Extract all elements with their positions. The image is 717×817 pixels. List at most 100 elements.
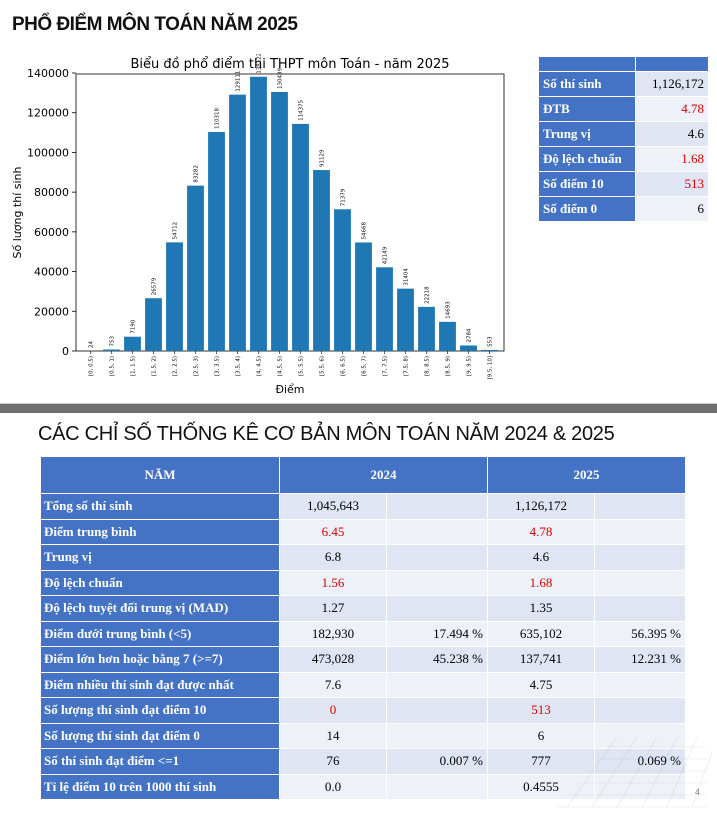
- x-tick-label: [1.5, 2): [152, 356, 158, 376]
- data-label: 110318: [215, 107, 221, 128]
- x-tick-label: [7, 7.5): [383, 356, 389, 376]
- percent-2025: [595, 774, 685, 799]
- stats-header-cell: [636, 57, 708, 71]
- stats-row: Trung vị 4.6: [539, 122, 708, 146]
- percent-2025: [595, 519, 685, 544]
- header-2025: 2025: [488, 457, 685, 493]
- percent-2025: [595, 672, 685, 697]
- value-2025: 635,102: [488, 621, 594, 646]
- y-tick-label: 20000: [34, 305, 69, 318]
- x-tick-label: [8, 8.5): [425, 356, 431, 376]
- y-tick-label: 140000: [27, 67, 69, 80]
- bar: [355, 242, 372, 351]
- bar: [250, 76, 267, 352]
- bar: [439, 321, 456, 351]
- y-tick-label: 40000: [34, 266, 69, 279]
- bar: [124, 336, 141, 351]
- y-tick-label: 120000: [27, 107, 69, 120]
- data-label: 26579: [152, 277, 158, 295]
- decorative-grid: [557, 736, 713, 808]
- bar: [397, 288, 414, 351]
- x-tick-label: [4, 4.5): [257, 356, 263, 376]
- table-row: Tổng số thí sinh 1,045,643 1,126,172: [41, 494, 685, 519]
- stats-label: Số điểm 10: [539, 172, 635, 196]
- x-tick-label: [6, 6.5): [341, 356, 347, 376]
- value-2024: 1,045,643: [280, 494, 386, 519]
- row-label: Độ lệch chuẩn: [41, 570, 279, 595]
- data-label: 14693: [446, 301, 452, 319]
- header-year: NĂM: [41, 457, 279, 493]
- data-label: 129111: [236, 71, 242, 92]
- stats-value: 1.68: [636, 147, 708, 171]
- row-label: Điểm lớn hơn hoặc bằng 7 (>=7): [41, 647, 279, 672]
- value-2024: 76: [280, 749, 386, 774]
- data-label: 7190: [131, 319, 137, 333]
- data-label: 2784: [467, 328, 473, 342]
- stats-label: ĐTB: [539, 97, 635, 121]
- slide-title: CÁC CHỈ SỐ THỐNG KÊ CƠ BẢN MÔN TOÁN NĂM …: [38, 423, 615, 445]
- data-label: 83282: [194, 165, 200, 183]
- value-2024: 1.27: [280, 596, 386, 621]
- y-tick-label: 60000: [34, 226, 69, 239]
- x-tick-label: [7.5, 8): [404, 356, 410, 376]
- x-tick-label: [5, 5.5): [299, 356, 305, 376]
- bar: [229, 94, 246, 351]
- table-row: Trung vị 6.8 4.6: [41, 545, 685, 570]
- value-2025: 4.78: [488, 519, 594, 544]
- slide-title: PHỔ ĐIỂM MÔN TOÁN NĂM 2025: [12, 14, 298, 35]
- value-2025: 1.68: [488, 570, 594, 595]
- x-tick-label: [9.5, 10]: [488, 356, 494, 380]
- stats-label: Trung vị: [539, 122, 635, 146]
- x-tick-label: [3.5, 4): [236, 356, 242, 376]
- row-label: Số lượng thí sinh đạt điểm 10: [41, 698, 279, 723]
- stats-row: Số điểm 10 513: [539, 172, 708, 196]
- data-label: 22218: [425, 286, 431, 304]
- value-2025: 1.35: [488, 596, 594, 621]
- bar: [460, 345, 477, 351]
- data-label: 71379: [341, 188, 347, 206]
- percent-2024: 17.494 %: [387, 621, 487, 646]
- bar: [313, 170, 330, 351]
- table-row: Tỉ lệ điểm 10 trên 1000 thí sinh 0.0 0.455…: [41, 774, 685, 799]
- comparison-table: NĂM 2024 2025 Tổng số thí sinh 1,045,643 1…: [40, 456, 686, 800]
- stats-row: Độ lệch chuẩn 1.68: [539, 147, 708, 171]
- stats-value: 6: [636, 197, 708, 221]
- stats-value: 513: [636, 172, 708, 196]
- percent-2024: [387, 774, 487, 799]
- data-label: 24: [89, 340, 95, 347]
- data-label: 138122: [257, 54, 263, 74]
- row-label: Tỉ lệ điểm 10 trên 1000 thí sinh: [41, 774, 279, 799]
- table-row: Điểm dưới trung bình (<5) 182,930 17.494 %…: [41, 621, 685, 646]
- percent-2025: [595, 596, 685, 621]
- table-row: Điểm lớn hơn hoặc bằng 7 (>=7) 473,028 45.…: [41, 647, 685, 672]
- percent-2024: [387, 723, 487, 748]
- y-tick-label: 0: [62, 345, 69, 358]
- bar: [271, 91, 288, 351]
- percent-2024: 45.238 %: [387, 647, 487, 672]
- bar: [208, 131, 225, 351]
- slide-score-distribution: PHỔ ĐIỂM MÔN TOÁN NĂM 2025 Biểu đồ phổ đ…: [0, 0, 717, 404]
- stats-row: Số thí sinh 1,126,172: [539, 72, 708, 96]
- bar: [103, 349, 120, 351]
- stats-label: Độ lệch chuẩn: [539, 147, 635, 171]
- stats-label: Số thí sinh: [539, 72, 635, 96]
- row-label: Độ lệch tuyệt đối trung vị (MAD): [41, 596, 279, 621]
- data-label: 753: [110, 336, 116, 347]
- percent-2024: [387, 570, 487, 595]
- bar: [187, 185, 204, 351]
- y-axis-label: Số lượng thí sinh: [11, 166, 24, 258]
- data-label: 130439: [278, 67, 284, 88]
- bar: [292, 123, 309, 351]
- header-2024: 2024: [280, 457, 487, 493]
- x-tick-label: [4.5, 5): [278, 356, 284, 376]
- value-2025: 0.4555: [488, 774, 594, 799]
- data-label: 31404: [404, 268, 410, 286]
- bar: [481, 349, 498, 351]
- table-row: Số lượng thí sinh đạt điểm 10 0 513: [41, 698, 685, 723]
- row-label: Số thí sinh đạt điểm <=1: [41, 749, 279, 774]
- slide-divider: [0, 404, 717, 413]
- stats-header-cell: [539, 57, 635, 71]
- percent-2025: [595, 698, 685, 723]
- data-label: 553: [488, 336, 494, 347]
- value-2025: 513: [488, 698, 594, 723]
